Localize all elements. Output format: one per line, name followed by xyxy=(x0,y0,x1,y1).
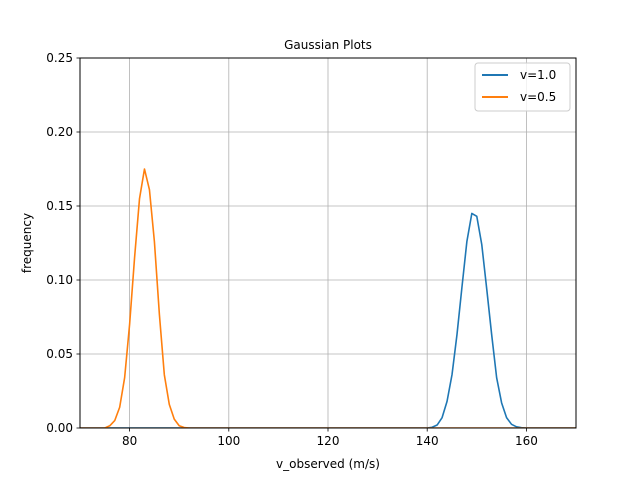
series-layer xyxy=(80,168,576,428)
series-line-0 xyxy=(80,212,576,428)
x-tick-label: 80 xyxy=(122,434,137,448)
x-tick-label: 100 xyxy=(217,434,240,448)
x-tick-label: 140 xyxy=(416,434,439,448)
y-tick-label: 0.10 xyxy=(46,273,73,287)
chart-title: Gaussian Plots xyxy=(284,38,372,52)
y-tick-label: 0.20 xyxy=(46,125,73,139)
x-tick-label: 160 xyxy=(515,434,538,448)
y-tick-label: 0.15 xyxy=(46,199,73,213)
x-axis-label: v_observed (m/s) xyxy=(276,457,380,471)
y-tick-label: 0.25 xyxy=(46,51,73,65)
legend-label-v1: v=1.0 xyxy=(520,68,556,82)
y-tick-label: 0.05 xyxy=(46,347,73,361)
x-tick-label: 120 xyxy=(317,434,340,448)
series-line-1 xyxy=(80,168,576,428)
y-axis-label: frequency xyxy=(20,213,34,273)
legend: v=1.0 v=0.5 xyxy=(474,62,571,112)
axis-ticks: 80 100 120 140 160 0.00 0.05 0.10 0.15 0.20 0.25 xyxy=(46,51,538,448)
y-tick-label: 0.00 xyxy=(46,421,73,435)
legend-label-v05: v=0.5 xyxy=(520,90,556,104)
